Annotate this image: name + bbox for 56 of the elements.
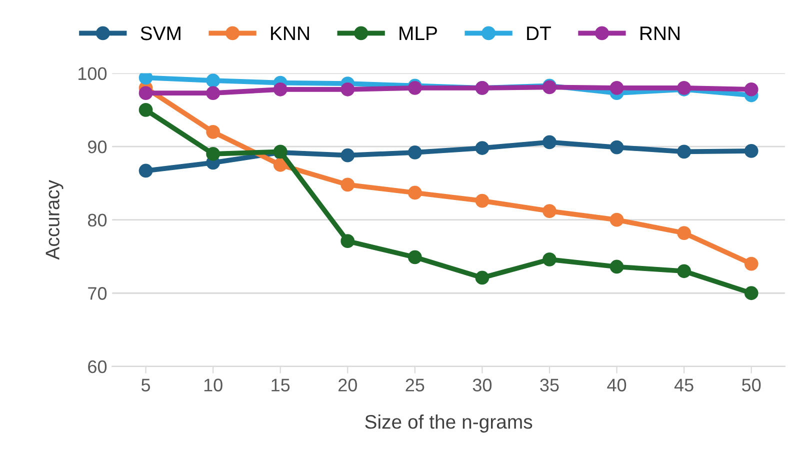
point xyxy=(542,252,556,266)
point xyxy=(138,102,153,117)
point xyxy=(610,80,624,95)
point xyxy=(610,260,624,274)
x-tick-label: 5 xyxy=(141,378,150,392)
x-tick-label: 25 xyxy=(406,378,424,392)
point xyxy=(744,82,758,96)
point xyxy=(138,73,153,85)
y-tick-label: 90 xyxy=(88,140,107,154)
y-tick-label: 100 xyxy=(78,67,107,80)
y-tick-label: 80 xyxy=(88,214,107,227)
point xyxy=(340,234,355,248)
point xyxy=(744,286,758,300)
legend-label: DT xyxy=(527,26,551,40)
y-tick-label: 60 xyxy=(88,360,107,374)
y-tick-label: 70 xyxy=(88,287,107,300)
point xyxy=(340,148,355,162)
legend-label: KNN xyxy=(271,26,309,40)
point xyxy=(677,226,691,240)
x-tick-label: 20 xyxy=(338,378,357,392)
x-tick-label: 15 xyxy=(272,378,290,392)
point xyxy=(340,82,355,96)
point xyxy=(206,74,220,88)
point xyxy=(206,124,220,139)
legend-label: MLP xyxy=(400,26,437,40)
point xyxy=(206,146,220,161)
point xyxy=(475,270,490,285)
legend-label: RNN xyxy=(640,26,680,40)
point xyxy=(138,86,153,100)
point xyxy=(475,141,490,155)
legend-label: SVM xyxy=(140,26,180,40)
point xyxy=(273,158,288,172)
point xyxy=(273,82,288,96)
point xyxy=(744,144,758,158)
point xyxy=(408,250,422,264)
x-tick-label: 40 xyxy=(607,378,626,392)
point xyxy=(206,86,220,100)
point xyxy=(475,194,490,208)
x-tick-label: 10 xyxy=(204,378,222,392)
point xyxy=(340,178,355,192)
point xyxy=(610,140,624,154)
point xyxy=(408,186,422,200)
point xyxy=(138,164,153,178)
x-tick-label: 35 xyxy=(540,378,559,392)
x-tick-label: 45 xyxy=(674,378,694,392)
point xyxy=(408,145,422,160)
point xyxy=(542,204,556,218)
y-axis-title: Accuracy xyxy=(46,180,64,260)
point xyxy=(744,256,758,271)
x-axis-title: Size of the n-grams xyxy=(365,414,532,433)
x-tick-label: 50 xyxy=(742,378,761,392)
point xyxy=(677,144,691,159)
point xyxy=(542,135,556,150)
x-tick-label: 30 xyxy=(472,378,492,392)
point xyxy=(677,264,691,278)
point xyxy=(610,212,624,227)
